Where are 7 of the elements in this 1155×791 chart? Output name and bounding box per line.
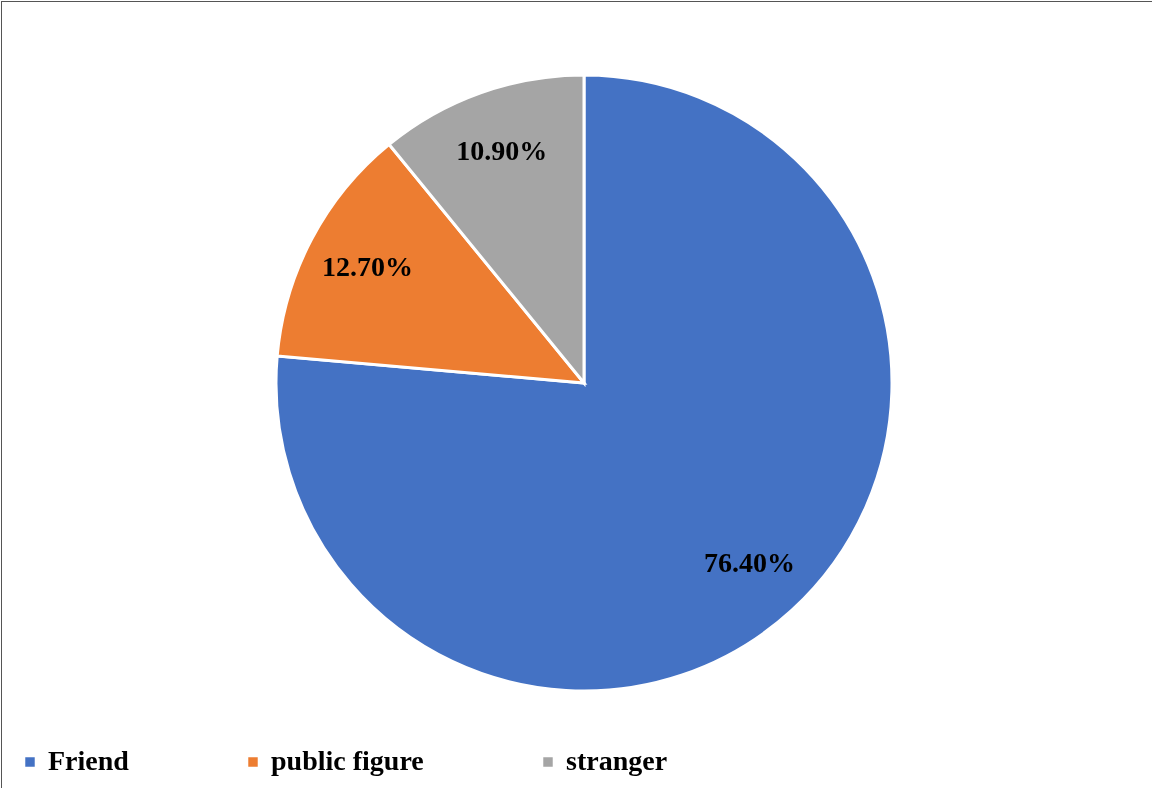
legend-label: Friend xyxy=(48,745,130,776)
data-label: 10.90% xyxy=(456,135,548,167)
data-label: 76.40% xyxy=(703,546,795,578)
pie-slice xyxy=(274,73,894,693)
data-label: 12.70% xyxy=(321,251,413,283)
legend-label: public figure xyxy=(271,745,424,776)
legend-label: stranger xyxy=(566,745,668,776)
